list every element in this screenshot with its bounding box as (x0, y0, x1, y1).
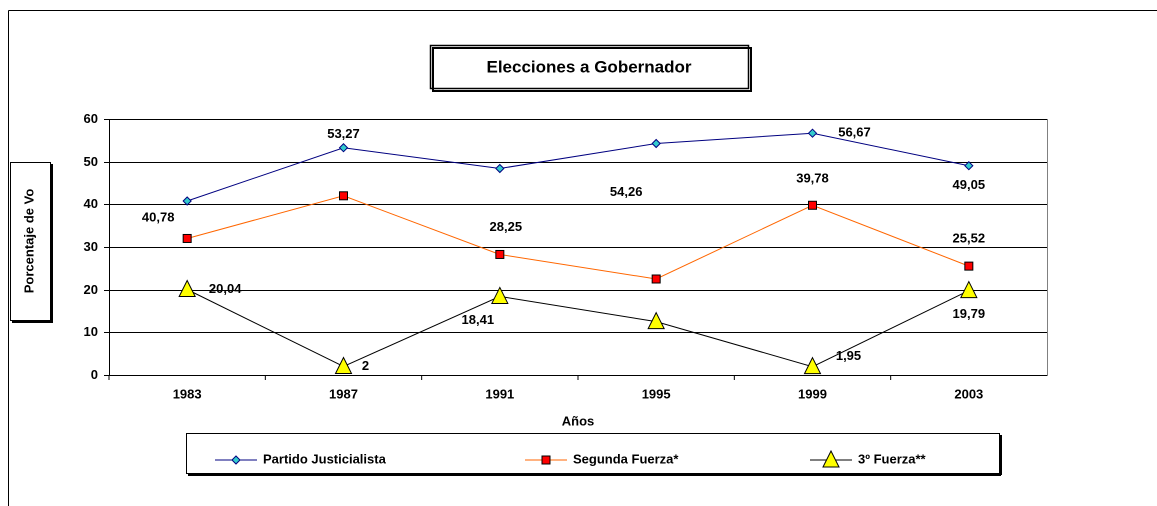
data-label: 19,79 (953, 306, 986, 321)
y-axis-title: Porcentaje de Vo (21, 189, 36, 294)
data-point (334, 356, 353, 374)
legend-label: Segunda Fuerza* (573, 451, 679, 466)
x-axis-title: Años (562, 413, 595, 428)
y-tick-label: 50 (84, 154, 98, 169)
y-title-box (10, 162, 51, 321)
data-label: 25,52 (953, 231, 986, 246)
x-tick-label: 1987 (329, 386, 358, 401)
data-label: 40,78 (142, 209, 175, 224)
data-point (338, 143, 349, 153)
series-line (187, 132, 969, 202)
data-label: 54,26 (610, 184, 643, 199)
data-label: 28,25 (490, 219, 523, 234)
x-tick-label: 1991 (485, 386, 514, 401)
data-label: 56,67 (838, 125, 871, 140)
data-point (651, 274, 661, 284)
y-tick-label: 0 (91, 367, 98, 382)
data-point (495, 249, 505, 259)
data-label: 53,27 (327, 126, 360, 141)
legend-marker (231, 455, 241, 465)
data-label: 49,05 (953, 177, 986, 192)
x-tick-label: 2003 (954, 386, 983, 401)
legend-marker (822, 449, 840, 468)
x-tick-label: 1995 (642, 386, 671, 401)
series-line (187, 195, 970, 280)
data-point (178, 279, 196, 297)
data-point (182, 196, 192, 206)
data-point (491, 286, 509, 304)
data-point (647, 311, 665, 330)
x-tick-label: 1983 (173, 386, 202, 401)
data-point (964, 161, 974, 171)
title-shadow (432, 47, 752, 92)
y-tick-label: 30 (84, 239, 98, 254)
data-point (807, 128, 818, 138)
data-label: 20,04 (209, 281, 242, 296)
data-point (808, 200, 817, 210)
data-point (339, 191, 348, 201)
y-tick-label: 60 (84, 111, 98, 126)
data-point (495, 163, 505, 174)
chart-title: Elecciones a Gobernador (486, 57, 691, 76)
legend-box (186, 433, 1000, 474)
legend-marker (541, 455, 551, 465)
x-tick-label: 1999 (798, 386, 827, 401)
data-point (651, 138, 661, 149)
series-line (186, 289, 970, 368)
data-point (960, 280, 978, 299)
data-label: 1,95 (836, 348, 861, 363)
title-box (429, 44, 750, 90)
data-label: 39,78 (796, 171, 829, 186)
data-point (803, 356, 822, 375)
legend-label: 3º Fuerza** (858, 451, 927, 466)
y-tick-label: 40 (84, 196, 98, 211)
data-point (182, 233, 192, 243)
legend-label: Partido Justicialista (263, 451, 387, 466)
y-tick-label: 10 (84, 324, 98, 339)
data-label: 2 (362, 358, 369, 373)
data-label: 18,41 (462, 312, 495, 327)
data-point (964, 261, 974, 271)
y-tick-label: 20 (84, 282, 98, 297)
